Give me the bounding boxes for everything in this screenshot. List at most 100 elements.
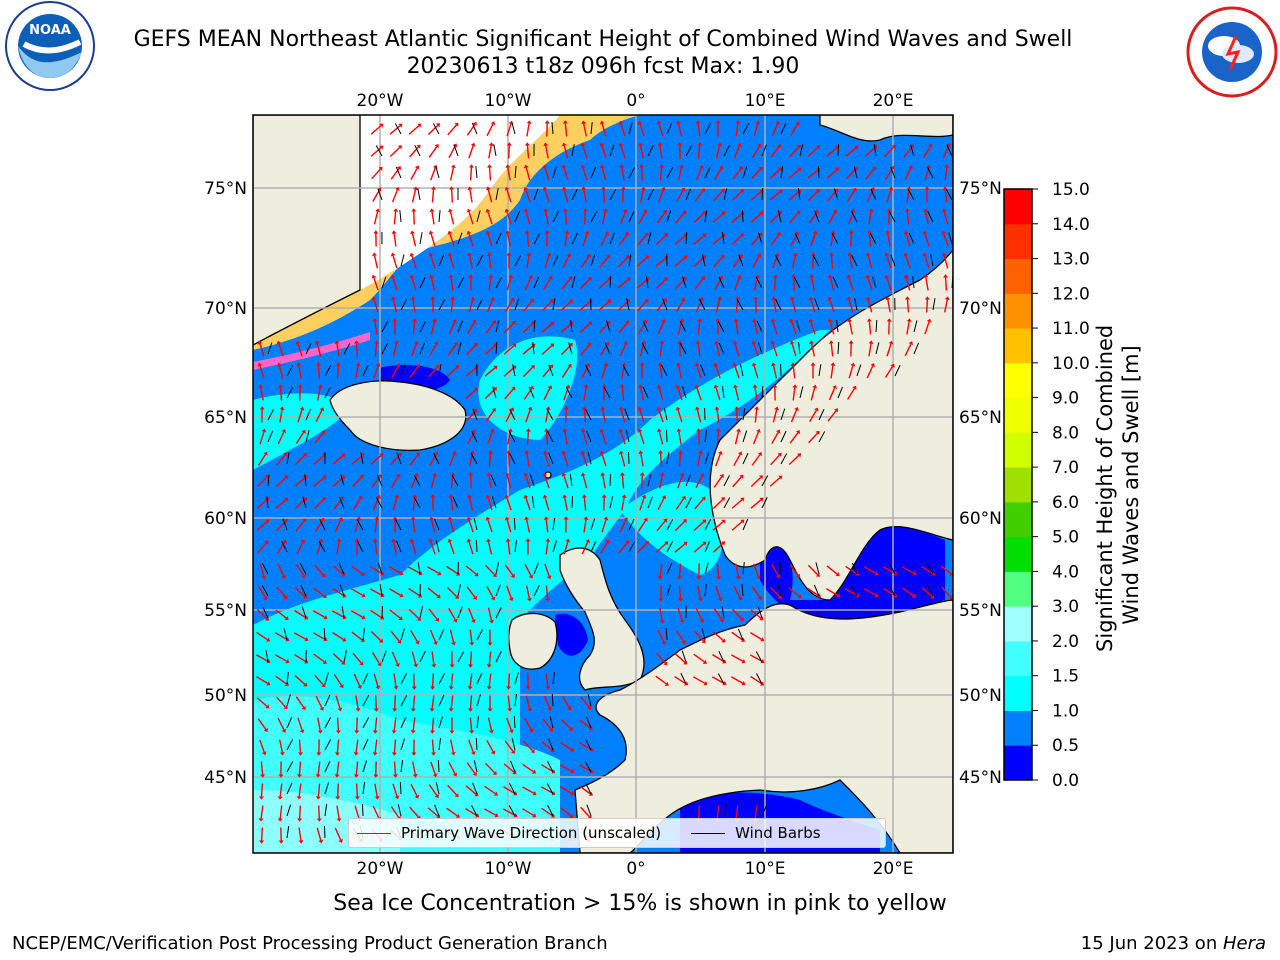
wave-direction-arrowhead	[885, 230, 891, 235]
wave-direction-arrowhead	[448, 494, 454, 498]
wave-direction-arrowhead	[835, 572, 840, 577]
wave-direction-arrow	[485, 762, 495, 774]
wind-barb	[495, 320, 500, 333]
wind-barb	[565, 387, 573, 399]
wave-direction-arrowhead	[620, 186, 626, 190]
wave-direction-arrowhead	[944, 164, 950, 168]
wind-barb	[717, 673, 725, 685]
wind-barb	[851, 585, 858, 597]
wind-barb	[324, 760, 331, 773]
wave-direction-arrowhead	[317, 729, 323, 734]
wave-direction-arrowhead	[601, 384, 607, 388]
wave-direction-arrow	[807, 587, 819, 597]
wind-barb	[794, 232, 801, 245]
wave-direction-arrowhead	[523, 472, 529, 477]
wave-direction-arrow	[488, 145, 492, 159]
wave-direction-arrowhead	[716, 428, 722, 432]
wave-direction-arrowhead	[886, 208, 892, 212]
wave-direction-arrow	[733, 585, 741, 599]
wind-barb	[400, 716, 407, 729]
wave-direction-arrowhead	[432, 472, 438, 477]
wind-barb	[742, 518, 749, 531]
wave-direction-arrowhead	[677, 598, 683, 602]
wind-barb	[533, 562, 539, 575]
wave-direction-arrowhead	[737, 451, 743, 456]
wave-direction-arrowhead	[542, 164, 548, 169]
wave-direction-arrow	[751, 234, 761, 246]
wave-direction-arrow	[693, 653, 705, 663]
wind-barb	[723, 145, 730, 157]
wave-direction-arrowhead	[397, 452, 402, 457]
wind-barb	[512, 364, 516, 377]
wave-direction-arrowhead	[757, 595, 762, 600]
wave-direction-arrow	[750, 213, 762, 223]
wave-direction-arrow	[636, 279, 648, 289]
wave-direction-arrowhead	[621, 494, 627, 499]
wave-direction-arrowhead	[561, 164, 567, 169]
wind-barb	[552, 298, 556, 311]
wave-direction-arrowhead	[852, 385, 857, 390]
wave-direction-arrow	[788, 587, 800, 597]
wave-direction-arrowhead	[637, 406, 643, 411]
wave-direction-arrowhead	[911, 593, 916, 598]
wave-direction-arrowhead	[946, 143, 951, 147]
wave-direction-arrow	[560, 323, 572, 333]
wave-direction-arrow	[297, 343, 303, 357]
wave-direction-arrow	[598, 301, 610, 311]
wind-barb	[742, 166, 748, 179]
wind-barb	[628, 518, 635, 531]
wave-direction-arrow	[676, 189, 684, 203]
wave-direction-arrowhead	[334, 774, 340, 778]
wave-direction-arrow	[658, 409, 664, 423]
wind-barb	[452, 496, 459, 509]
wave-direction-arrow	[468, 299, 474, 313]
wave-direction-arrowhead	[619, 384, 625, 388]
wave-direction-arrowhead	[356, 516, 362, 521]
wind-barb	[286, 782, 293, 795]
wave-direction-arrow	[618, 322, 628, 334]
colorbar-tick-label: 2.0	[1052, 632, 1079, 652]
wind-barb	[457, 651, 465, 663]
wave-direction-arrowhead	[891, 144, 896, 150]
wave-direction-arrowhead	[717, 296, 722, 301]
wave-direction-arrowhead	[570, 791, 575, 796]
wave-direction-arrow	[637, 300, 647, 312]
wind-barb	[299, 563, 307, 575]
wave-direction-arrow	[826, 565, 838, 575]
wind-barb	[642, 386, 649, 399]
wave-direction-arrowhead	[753, 296, 759, 300]
wave-direction-arrowhead	[526, 252, 532, 256]
wave-direction-arrow	[677, 167, 683, 181]
wave-direction-arrowhead	[791, 274, 797, 278]
colorbar-segment	[1004, 501, 1032, 538]
wave-direction-arrow	[924, 233, 930, 247]
wave-direction-arrowhead	[303, 682, 308, 687]
wave-direction-arrow	[695, 475, 703, 489]
wind-barb	[509, 453, 516, 465]
wave-direction-arrow	[448, 145, 456, 159]
wave-direction-arrowhead	[737, 274, 742, 279]
wave-direction-arrowhead	[928, 143, 933, 148]
wave-direction-arrowhead	[757, 143, 762, 148]
wave-direction-arrow	[675, 212, 685, 224]
wind-barb	[890, 166, 896, 179]
wave-direction-arrowhead	[618, 428, 624, 433]
wave-direction-arrowhead	[561, 142, 567, 147]
wave-direction-arrow	[659, 343, 663, 357]
wind-barb	[514, 694, 518, 707]
wave-direction-arrowhead	[544, 230, 550, 234]
wave-direction-arrowhead	[452, 772, 458, 777]
wave-direction-arrowhead	[565, 538, 571, 543]
wave-direction-arrow	[541, 741, 553, 751]
wind-barb	[400, 760, 404, 773]
wave-direction-arrowhead	[829, 252, 835, 256]
wave-direction-arrow	[657, 497, 665, 511]
wind-barb	[585, 409, 592, 421]
wave-direction-arrowhead	[278, 774, 284, 778]
land-iceland	[329, 380, 467, 451]
wave-direction-arrow	[716, 805, 720, 819]
wave-direction-arrow	[465, 565, 477, 575]
wave-direction-arrowhead	[282, 539, 287, 544]
wave-direction-arrowhead	[924, 186, 930, 190]
wind-barb	[433, 453, 440, 465]
